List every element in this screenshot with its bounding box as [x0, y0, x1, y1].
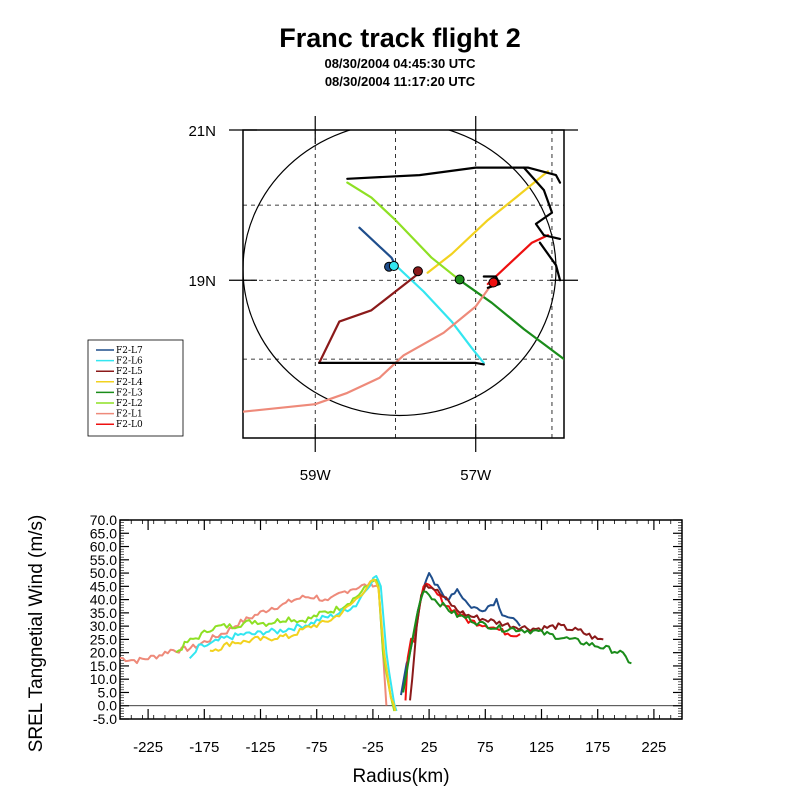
wind-y-tick-label: 65.0: [90, 525, 117, 541]
wind-y-tick-label: 45.0: [90, 578, 117, 594]
center-marker-f2-l0: [488, 277, 499, 288]
transit-track: [318, 361, 485, 366]
wind-series-f2-l2: [175, 579, 396, 712]
map-frame: [242, 129, 565, 439]
transit-track: [538, 241, 562, 282]
wind-profile-chart: -225 -175 -125 -75 -25 25 75 125 175 225 -5.00.05.…: [26, 512, 683, 787]
chart-title: Franc track flight 2: [279, 23, 521, 53]
legend-label-f2-l7: F2-L7: [116, 346, 143, 356]
chart-subtitle-end: 08/30/2004 11:17:20 UTC: [325, 74, 476, 89]
track-f2-l7: [358, 226, 397, 267]
wind-y-tick-label: 25.0: [90, 631, 117, 647]
wind-y-tick-label: 10.0: [90, 671, 117, 687]
transit-track: [346, 166, 562, 184]
wind-y-tick-label: 50.0: [90, 565, 117, 581]
wind-x-tick-label: -225: [133, 739, 163, 756]
center-marker-f2-l5: [412, 266, 423, 277]
wind-y-tick-label: 70.0: [90, 512, 117, 528]
legend-label-f2-l0: F2-L0: [116, 420, 143, 430]
wind-x-tick-label: -175: [189, 739, 219, 756]
wind-y-tick-label: 20.0: [90, 645, 117, 661]
wind-y-tick-label: 35.0: [90, 605, 117, 621]
track-f2-l6: [394, 264, 485, 364]
track-f2-l2: [346, 181, 461, 282]
legend-label-f2-l6: F2-L6: [116, 357, 143, 367]
wind-series-f2-l0: [404, 582, 521, 701]
wind-x-tick-label: 125: [529, 739, 554, 756]
wind-y-tick-label: 5.0: [98, 684, 118, 700]
map-lon-tick-label: 57W: [460, 467, 492, 484]
map-lon-tick-label: 59W: [300, 467, 332, 484]
wind-series: [120, 572, 632, 712]
wind-x-tick-label: -75: [306, 739, 328, 756]
center-marker-f2-l3: [454, 274, 465, 285]
wind-y-tick-label: 0.0: [98, 698, 118, 714]
track-map: 21N 19N 59W 57W: [188, 116, 578, 484]
legend-label-f2-l4: F2-L4: [116, 378, 143, 388]
legend-box: [87, 339, 184, 437]
wind-y-tick-label: 30.0: [90, 618, 117, 634]
wind-x-tick-label: 225: [641, 739, 666, 756]
wind-series-f2-l4: [209, 578, 397, 712]
wind-series-f2-l6: [188, 575, 398, 712]
legend-label-f2-l3: F2-L3: [116, 388, 143, 398]
legend-label-f2-l1: F2-L1: [116, 410, 143, 420]
map-tracks: [243, 130, 564, 417]
wind-y-tick-label: 60.0: [90, 539, 117, 555]
track-f2-l3: [458, 279, 564, 361]
track-f2-l1: [243, 282, 493, 413]
transit-track: [522, 166, 562, 240]
legend-label-f2-l5: F2-L5: [116, 367, 143, 377]
wind-y-tick-label: 40.0: [90, 592, 117, 608]
wind-series-f2-l3: [402, 590, 632, 693]
wind-y-axis-label: SREL Tangnetial Wind (m/s): [26, 515, 47, 753]
wind-x-tick-label: -125: [245, 739, 275, 756]
wind-frame: [119, 519, 683, 720]
wind-series-f2-l1: [120, 580, 388, 706]
track-f2-l0: [486, 234, 550, 286]
wind-y-tick-label: 55.0: [90, 552, 117, 568]
wind-series-f2-l5: [409, 583, 604, 701]
track-f2-l4: [426, 170, 550, 274]
wind-x-tick-label: 75: [477, 739, 494, 756]
wind-x-tick-label: 175: [585, 739, 610, 756]
wind-y-tick-label: -5.0: [93, 711, 117, 727]
wind-series-f2-l7: [400, 572, 521, 696]
wind-y-tick-label: 15.0: [90, 658, 117, 674]
wind-x-axis-label: Radius(km): [352, 766, 449, 787]
chart-subtitle-start: 08/30/2004 04:45:30 UTC: [324, 56, 476, 71]
map-lat-tick-label: 19N: [188, 273, 216, 290]
wind-x-tick-label: -25: [362, 739, 384, 756]
track-f2-l5: [318, 271, 421, 364]
map-lat-tick-label: 21N: [188, 123, 216, 140]
wind-x-tick-label: 25: [421, 739, 438, 756]
center-marker-f2-l6: [388, 260, 399, 271]
legend-label-f2-l2: F2-L2: [116, 399, 143, 409]
